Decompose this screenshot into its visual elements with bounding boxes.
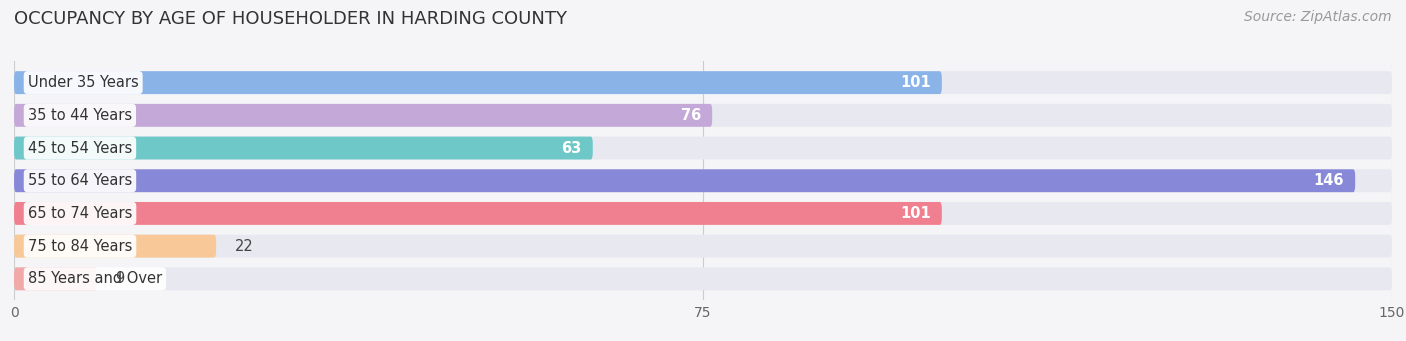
FancyBboxPatch shape	[14, 169, 1392, 192]
FancyBboxPatch shape	[14, 71, 942, 94]
Text: 65 to 74 Years: 65 to 74 Years	[28, 206, 132, 221]
Text: Source: ZipAtlas.com: Source: ZipAtlas.com	[1244, 10, 1392, 24]
FancyBboxPatch shape	[14, 71, 1392, 94]
Text: 75 to 84 Years: 75 to 84 Years	[28, 239, 132, 254]
FancyBboxPatch shape	[14, 137, 593, 160]
Text: 85 Years and Over: 85 Years and Over	[28, 271, 162, 286]
Text: 22: 22	[235, 239, 253, 254]
Text: 35 to 44 Years: 35 to 44 Years	[28, 108, 132, 123]
FancyBboxPatch shape	[14, 267, 1392, 290]
FancyBboxPatch shape	[14, 104, 1392, 127]
FancyBboxPatch shape	[14, 235, 217, 257]
Text: 63: 63	[561, 140, 582, 155]
Text: 45 to 54 Years: 45 to 54 Years	[28, 140, 132, 155]
Text: OCCUPANCY BY AGE OF HOUSEHOLDER IN HARDING COUNTY: OCCUPANCY BY AGE OF HOUSEHOLDER IN HARDI…	[14, 10, 567, 28]
Text: 101: 101	[900, 75, 931, 90]
Text: 9: 9	[115, 271, 124, 286]
FancyBboxPatch shape	[14, 169, 1355, 192]
Text: 101: 101	[900, 206, 931, 221]
FancyBboxPatch shape	[14, 137, 1392, 160]
FancyBboxPatch shape	[14, 202, 1392, 225]
FancyBboxPatch shape	[14, 202, 942, 225]
Text: 76: 76	[681, 108, 702, 123]
Text: 55 to 64 Years: 55 to 64 Years	[28, 173, 132, 188]
Text: Under 35 Years: Under 35 Years	[28, 75, 139, 90]
FancyBboxPatch shape	[14, 267, 97, 290]
FancyBboxPatch shape	[14, 104, 713, 127]
Text: 146: 146	[1313, 173, 1344, 188]
FancyBboxPatch shape	[14, 235, 1392, 257]
